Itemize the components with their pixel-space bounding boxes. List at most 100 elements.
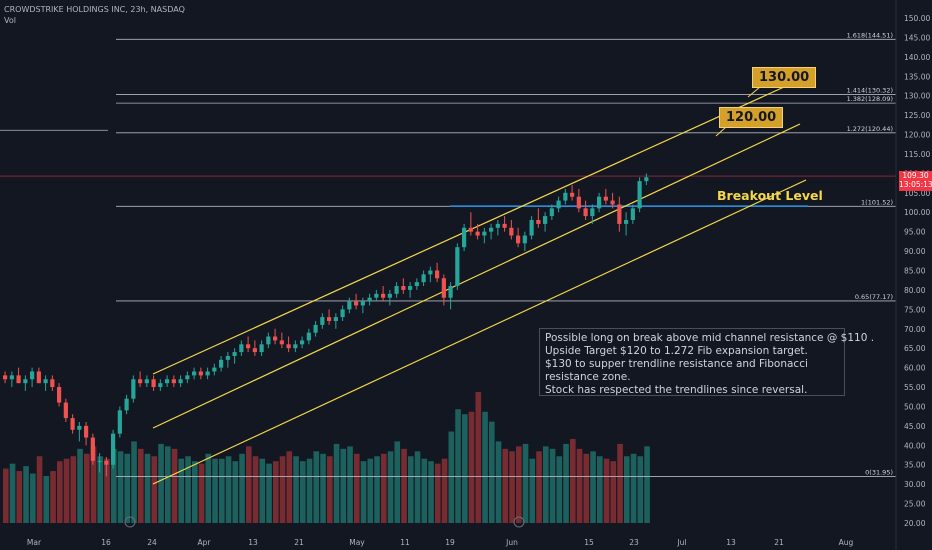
- candle-body: [104, 460, 109, 465]
- candle-body: [374, 293, 379, 298]
- y-tick-label: 115.00: [904, 150, 930, 159]
- x-tick-label: May: [349, 538, 365, 547]
- x-tick-label: Aug: [839, 538, 854, 547]
- fib-level-label: 1(101.52): [861, 198, 893, 206]
- candle-body: [637, 181, 642, 209]
- candle-body: [70, 418, 75, 430]
- volume-bar: [77, 448, 83, 523]
- candle-body: [225, 355, 230, 360]
- volume-bar: [468, 411, 475, 523]
- x-tick-label: 11: [400, 538, 410, 547]
- candle-body: [549, 208, 554, 217]
- candle-body: [219, 359, 224, 368]
- volume-bar: [536, 451, 542, 523]
- candle-body: [90, 437, 95, 461]
- volume-bar: [495, 441, 502, 523]
- volume-bar: [455, 409, 461, 523]
- volume-bar: [246, 446, 252, 523]
- target-130-callout: 130.00: [752, 67, 817, 88]
- volume-bar: [158, 443, 164, 523]
- volume-bar: [165, 446, 171, 523]
- y-tick-label: 85.00: [904, 267, 926, 276]
- y-tick-label: 30.00: [904, 480, 926, 489]
- volume-bar: [185, 456, 191, 523]
- y-tick-label: 100.00: [904, 208, 930, 217]
- volume-bar: [104, 458, 110, 523]
- volume-bar: [273, 461, 279, 523]
- fib-level-label: 1.414(130.32): [847, 86, 893, 94]
- volume-bar: [516, 446, 522, 523]
- event-marker-icon: [124, 516, 136, 528]
- candle-body: [455, 247, 460, 287]
- volume-bar: [144, 453, 151, 523]
- volume-bar: [543, 446, 549, 523]
- lower-channel-line: [152, 179, 807, 485]
- candle-body: [43, 379, 48, 384]
- y-tick-label: 25.00: [904, 500, 926, 509]
- candle-body: [414, 282, 419, 287]
- candle-body: [556, 200, 561, 209]
- volume-bar: [435, 463, 441, 523]
- volume-bar: [509, 451, 515, 523]
- bar-countdown: 13:05:13: [899, 180, 932, 189]
- candle-body: [185, 375, 190, 380]
- fib-level-label: 1.618(144.51): [847, 31, 893, 39]
- callout-pointer: [747, 86, 761, 98]
- candle-body: [151, 379, 156, 388]
- candle-body: [144, 379, 149, 384]
- candle-body: [320, 317, 325, 325]
- candle-body: [57, 387, 62, 403]
- volume-bar: [70, 456, 77, 523]
- y-tick-label: 135.00: [904, 72, 930, 81]
- candle-body: [502, 223, 507, 228]
- volume-bar: [320, 453, 326, 523]
- candle-body: [273, 336, 278, 341]
- volume-bar: [279, 456, 286, 523]
- breakout-level-label: Breakout Level: [717, 188, 823, 203]
- volume-bar: [354, 453, 360, 523]
- fib-level-label: 0(31.95): [865, 469, 893, 477]
- candle-body: [522, 235, 527, 244]
- y-tick-label: 75.00: [904, 305, 926, 314]
- volume-bar: [360, 461, 367, 523]
- volume-bar: [293, 456, 299, 523]
- candle-body: [516, 235, 521, 244]
- candle-body: [259, 344, 264, 353]
- volume-bar: [90, 446, 97, 523]
- volume-bar: [590, 451, 596, 523]
- candle-body: [77, 425, 82, 430]
- candle-body: [124, 398, 129, 411]
- volume-bar: [212, 458, 218, 523]
- event-marker-icon: [513, 516, 525, 528]
- volume-bar: [306, 458, 313, 523]
- volume-bar: [266, 463, 272, 523]
- volume-bar: [421, 458, 428, 523]
- volume-bar: [448, 431, 455, 523]
- candle-body: [475, 231, 480, 236]
- candle-body: [408, 286, 413, 290]
- y-tick-label: 45.00: [904, 422, 926, 431]
- candle-body: [563, 192, 568, 201]
- candle-body: [576, 196, 581, 209]
- x-tick-label: Jul: [676, 538, 686, 547]
- volume-bar: [151, 456, 158, 523]
- volume-bar: [563, 443, 569, 523]
- volume-indicator-label: Vol: [4, 16, 16, 25]
- volume-bar: [43, 476, 50, 523]
- volume-bar: [57, 461, 63, 523]
- volume-bar: [583, 453, 590, 523]
- volume-bar: [84, 453, 90, 523]
- volume-bar: [124, 453, 131, 523]
- volume-bar: [30, 473, 36, 523]
- candle-body: [590, 208, 595, 217]
- candle-body: [347, 301, 352, 310]
- candle-body: [421, 274, 426, 283]
- candle-body: [630, 208, 635, 220]
- upper-channel-line: [152, 86, 785, 375]
- volume-bar: [340, 448, 347, 523]
- candle-body: [279, 340, 284, 345]
- volume-bar: [313, 451, 320, 523]
- volume-bar: [171, 448, 178, 523]
- x-tick-label: 23: [629, 538, 639, 547]
